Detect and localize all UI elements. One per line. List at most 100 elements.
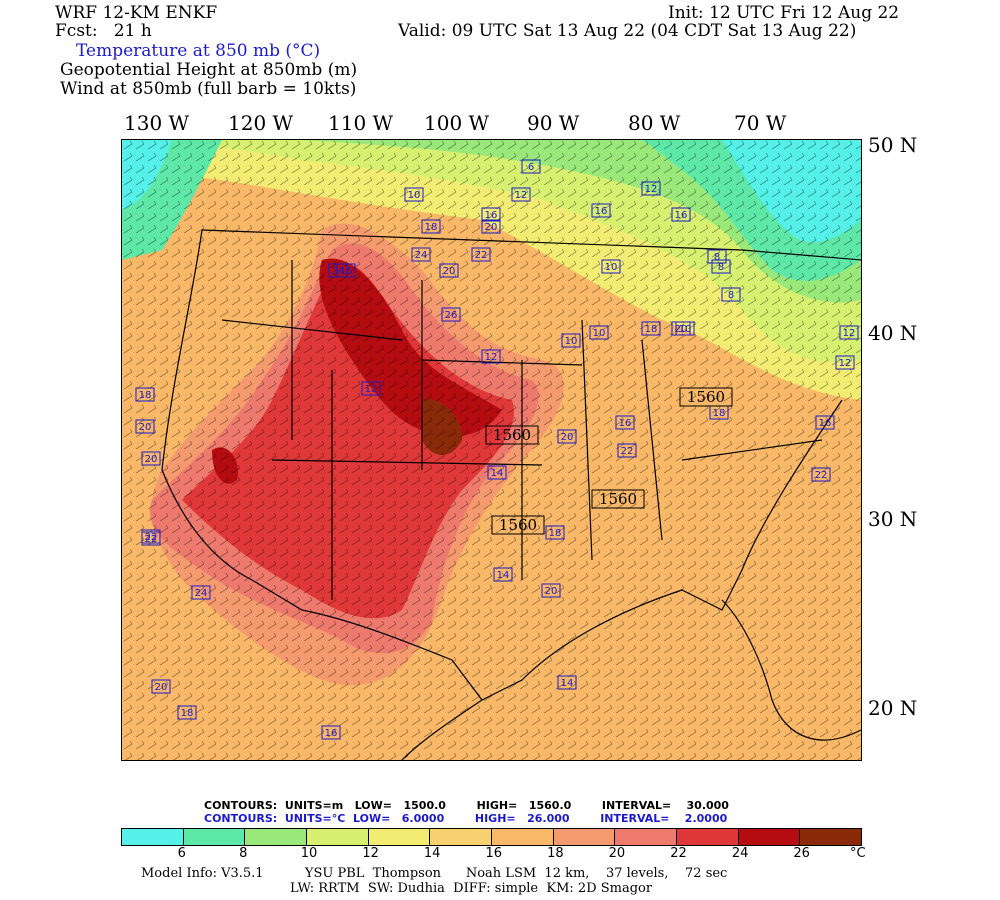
svg-text:12: 12 — [839, 358, 852, 369]
state-line-4 — [271, 459, 543, 466]
legend-tick-label: 12 — [362, 846, 379, 861]
temp-contour-label: 18 — [641, 321, 661, 336]
temp-contour-label: 20 — [557, 429, 577, 444]
svg-text:8: 8 — [728, 290, 734, 301]
svg-text:1560: 1560 — [499, 516, 537, 534]
svg-text:20: 20 — [139, 422, 152, 433]
temp-contour-label: 20 — [151, 679, 171, 694]
svg-text:20: 20 — [155, 682, 168, 693]
temp-contour-label: 22 — [617, 443, 637, 458]
init-time: Init: 12 UTC Fri 12 Aug 22 — [668, 3, 900, 23]
legend-swatch — [553, 829, 616, 845]
svg-text:12: 12 — [843, 328, 856, 339]
legend-tick-label: 8 — [239, 846, 248, 861]
svg-text:14: 14 — [561, 678, 574, 689]
svg-text:10: 10 — [679, 324, 692, 335]
height-contour-label: 1560 — [591, 489, 645, 509]
temp-contour-label: 20 — [141, 451, 161, 466]
temp-contour-label: 20 — [541, 583, 561, 598]
height-contour-label: 1560 — [491, 515, 545, 535]
temp-contour-label: 20 — [439, 263, 459, 278]
temp-contour-label: 18 — [135, 387, 155, 402]
temp-contour-label: 22 — [141, 529, 161, 544]
legend-swatch — [245, 829, 308, 845]
temp-contour-label: 6 — [521, 159, 541, 174]
legend-tick-label: 14 — [423, 846, 441, 861]
svg-text:16: 16 — [619, 418, 632, 429]
legend-swatch — [183, 829, 246, 845]
legend-tick-label: 16 — [485, 846, 503, 861]
lon-label-120w: 120 W — [228, 111, 294, 135]
temp-contour-label: 10 — [589, 325, 609, 340]
svg-text:10: 10 — [565, 336, 578, 347]
svg-text:20: 20 — [561, 432, 574, 443]
lon-label-80w: 80 W — [628, 111, 681, 135]
temp-contour-label: 10 — [404, 187, 424, 202]
legend-tick-label: 24 — [731, 846, 749, 861]
legend-unit: °C — [850, 846, 866, 861]
legend-tick-label: 22 — [670, 846, 687, 861]
florida-cuba-coast — [721, 599, 861, 741]
temp-contour-label: 22 — [811, 467, 831, 482]
lon-label-70w: 70 W — [734, 111, 787, 135]
temp-contour-label: 14 — [557, 675, 577, 690]
svg-text:10: 10 — [408, 190, 421, 201]
svg-text:12: 12 — [365, 384, 378, 395]
temp-contour-label: 12 — [481, 349, 501, 364]
svg-text:18: 18 — [713, 408, 726, 419]
temp-contour-label: 24 — [191, 585, 211, 600]
svg-text:18: 18 — [181, 708, 194, 719]
legend-swatch — [738, 829, 801, 845]
temp-contour-label: 14 — [487, 465, 507, 480]
legend-swatch — [492, 829, 554, 845]
lat-label-50n: 50 N — [868, 133, 918, 157]
state-line-10 — [221, 319, 403, 341]
legend-swatch — [307, 829, 369, 845]
state-line-3 — [421, 359, 583, 366]
temp-contour-label: 20 — [671, 321, 691, 336]
svg-text:22: 22 — [475, 250, 488, 261]
svg-text:18: 18 — [549, 528, 562, 539]
svg-text:22: 22 — [815, 470, 828, 481]
svg-text:24: 24 — [195, 588, 208, 599]
svg-text:24: 24 — [415, 250, 428, 261]
svg-text:26: 26 — [445, 310, 458, 321]
svg-text:6: 6 — [528, 162, 534, 173]
temp-contour-label: 8 — [721, 287, 741, 302]
svg-text:10: 10 — [605, 262, 618, 273]
temp-contour-label: 26 — [441, 307, 461, 322]
temp-contour-label: 18 — [177, 705, 197, 720]
legend-tick-label: 26 — [793, 846, 810, 861]
temp-contour-label: 16 — [671, 207, 691, 222]
lon-label-90w: 90 W — [527, 111, 580, 135]
svg-text:20: 20 — [675, 324, 688, 335]
svg-text:20: 20 — [485, 222, 498, 233]
svg-text:8: 8 — [718, 262, 724, 273]
legend-swatch — [122, 829, 184, 845]
svg-text:10: 10 — [593, 328, 606, 339]
svg-text:16: 16 — [819, 418, 832, 429]
svg-text:18: 18 — [425, 222, 438, 233]
temp-contour-label: 12 — [835, 355, 855, 370]
temp-contour-label: 12 — [641, 181, 661, 196]
field-temperature-title: Temperature at 850 mb (°C) — [76, 41, 321, 61]
svg-text:1560: 1560 — [687, 388, 725, 406]
svg-text:14: 14 — [497, 570, 510, 581]
temp-contour-label: 14 — [493, 567, 513, 582]
temp-contour-label: 16 — [591, 203, 611, 218]
temp-contour-label: 24 — [328, 263, 348, 278]
svg-text:16: 16 — [595, 206, 608, 217]
legend-swatch — [368, 829, 431, 845]
temp-contour-label: 16 — [481, 207, 501, 222]
legend-tick-label: 20 — [608, 846, 626, 861]
temp-contour-label: 24 — [411, 247, 431, 262]
svg-text:1560: 1560 — [599, 490, 637, 508]
us-outline — [161, 229, 843, 701]
temp-contour-label: 18 — [421, 219, 441, 234]
svg-text:22: 22 — [145, 534, 158, 545]
svg-text:12: 12 — [485, 352, 498, 363]
temp-contour-label: 8 — [707, 249, 727, 264]
temp-contour-label: 16 — [321, 725, 341, 740]
wind-barbs-layer — [122, 140, 861, 760]
